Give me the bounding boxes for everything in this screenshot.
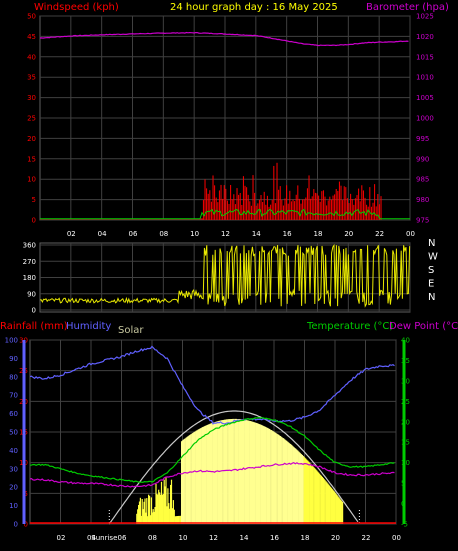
x-tick-label: 02 xyxy=(67,230,76,238)
direction-tick-label: 180 xyxy=(23,274,36,282)
x-tick-label: 20 xyxy=(331,534,340,542)
windspeed-tick-label: 10 xyxy=(27,176,36,184)
sunrise-label: Sunrise xyxy=(91,534,117,542)
windspeed-series xyxy=(202,162,382,220)
humidity-series-line xyxy=(29,345,395,425)
humidity-tick-label: 10 xyxy=(9,502,18,510)
x-tick-label: 10 xyxy=(179,534,188,542)
x-tick-label: 16 xyxy=(270,534,279,542)
x-tick-label: 08 xyxy=(159,230,168,238)
windspeed-tick-label: 15 xyxy=(27,155,36,163)
wind-baro-panel: 0510152025303540455097598098599099510001… xyxy=(27,13,434,239)
humidity-tick-label: 20 xyxy=(9,484,18,492)
rainfall-axis-label: Rainfall (mm) xyxy=(0,321,68,332)
windspeed-tick-label: 45 xyxy=(27,33,36,41)
wind-direction-series-line xyxy=(39,243,411,308)
compass-label: W xyxy=(428,252,438,263)
solar-series xyxy=(136,418,344,524)
barometer-tick-label: 1015 xyxy=(416,53,434,61)
temperature-series-line xyxy=(29,416,395,484)
windspeed-tick-label: 35 xyxy=(27,74,36,82)
windspeed-tick-label: 50 xyxy=(27,13,36,21)
x-tick-label: 18 xyxy=(301,534,310,542)
humidity-tick-label: 40 xyxy=(9,447,18,455)
barometer-tick-label: 980 xyxy=(416,196,429,204)
barometer-tick-label: 1005 xyxy=(416,94,434,102)
compass-label: E xyxy=(428,279,434,290)
humidity-tick-label: 30 xyxy=(9,465,18,473)
x-tick-label: 22 xyxy=(375,230,384,238)
windspeed-tick-label: 0 xyxy=(32,217,36,225)
temperature-axis-label: Temperature (°C) xyxy=(306,321,393,332)
barometer-tick-label: 1020 xyxy=(416,33,434,41)
barometer-tick-label: 995 xyxy=(416,135,429,143)
x-tick-label: 10 xyxy=(190,230,199,238)
windspeed-tick-label: 30 xyxy=(27,94,36,102)
x-tick-label: 00 xyxy=(406,230,415,238)
humidity-tick-label: 80 xyxy=(9,373,18,381)
barometer-tick-label: 1025 xyxy=(416,13,434,21)
barometer-series-line xyxy=(39,31,409,47)
solar-axis-label: Solar xyxy=(118,325,144,336)
direction-tick-label: 0 xyxy=(32,307,36,315)
humidity-tick-label: 50 xyxy=(9,429,18,437)
x-tick-label: 00 xyxy=(392,534,401,542)
humidity-tick-label: 90 xyxy=(9,355,18,363)
windspeed-tick-label: 25 xyxy=(27,115,36,123)
direction-tick-label: 90 xyxy=(27,290,36,298)
rain-humidity-temp-panel: 0102030405060708090100051015202530-50510… xyxy=(5,337,410,543)
direction-tick-label: 360 xyxy=(23,242,36,250)
x-tick-label: 20 xyxy=(344,230,353,238)
humidity-tick-label: 0 xyxy=(14,521,18,529)
x-tick-label: 02 xyxy=(57,534,66,542)
rainfall-tick-label: 0 xyxy=(24,521,28,529)
x-tick-label: 04 xyxy=(87,534,96,542)
compass-label: N xyxy=(428,238,435,249)
humidity-tick-label: 60 xyxy=(9,410,18,418)
windspeed-tick-label: 20 xyxy=(27,135,36,143)
humidity-tick-label: 100 xyxy=(5,337,18,345)
x-tick-label: 04 xyxy=(98,230,107,238)
x-tick-label: 12 xyxy=(209,534,218,542)
temperature-tick-label: -5 xyxy=(401,521,408,529)
compass-label: S xyxy=(428,265,434,276)
humidity-axis-label: Humidity xyxy=(66,321,111,332)
x-tick-label: 16 xyxy=(283,230,292,238)
x-tick-label: 14 xyxy=(240,534,249,542)
x-tick-label: 06 xyxy=(118,534,127,542)
x-tick-label: 12 xyxy=(221,230,230,238)
x-tick-label: 14 xyxy=(252,230,261,238)
mean-wind-series-line xyxy=(40,208,410,220)
x-tick-label: 22 xyxy=(362,534,371,542)
windspeed-tick-label: 40 xyxy=(27,53,36,61)
humidity-tick-label: 70 xyxy=(9,392,18,400)
barometer-tick-label: 985 xyxy=(416,176,429,184)
compass-label: N xyxy=(428,292,435,303)
direction-tick-label: 270 xyxy=(23,258,36,266)
windspeed-axis-label: Windspeed (kph) xyxy=(34,2,119,13)
graph-title: 24 hour graph day : 16 May 2025 xyxy=(170,2,338,13)
windspeed-tick-label: 5 xyxy=(32,196,36,204)
x-tick-label: 18 xyxy=(314,230,323,238)
x-tick-label: 06 xyxy=(129,230,138,238)
barometer-axis-label: Barometer (hpa) xyxy=(366,2,449,13)
barometer-tick-label: 990 xyxy=(416,155,429,163)
rainfall-tick-label: 5 xyxy=(24,490,28,498)
barometer-tick-label: 975 xyxy=(416,217,429,225)
dewpoint-axis-label: Dew Point (°C) xyxy=(389,321,458,332)
barometer-tick-label: 1000 xyxy=(416,115,434,123)
barometer-tick-label: 1010 xyxy=(416,74,434,82)
dewpoint-series-line xyxy=(29,462,395,488)
x-tick-label: 08 xyxy=(148,534,157,542)
